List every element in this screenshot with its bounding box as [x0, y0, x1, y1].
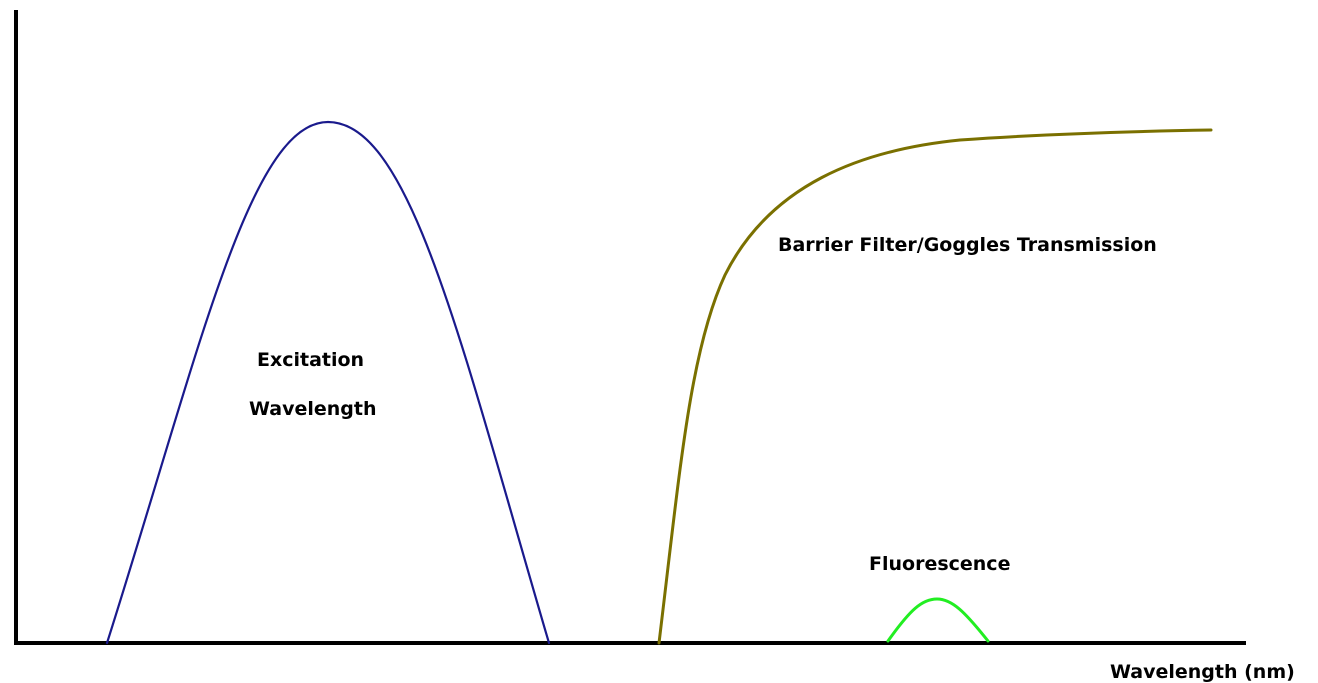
excitation-label-line2: Wavelength: [249, 398, 377, 420]
excitation-label-line1: Excitation: [257, 349, 364, 371]
x-axis-label: Wavelength (nm): [1110, 661, 1295, 683]
excitation-curve: [105, 120, 551, 645]
barrier-filter-curve: [657, 128, 1213, 645]
barrier-label: Barrier Filter/Goggles Transmission: [778, 234, 1157, 256]
fluorescence-label: Fluorescence: [869, 553, 1010, 575]
fluorescence-curve: [886, 597, 990, 643]
